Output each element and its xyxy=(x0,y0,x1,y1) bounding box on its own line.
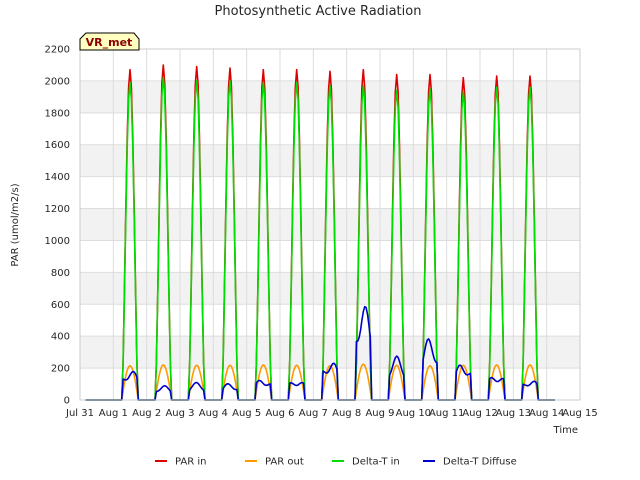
y-axis-label: PAR (umol/m2/s) xyxy=(10,183,21,266)
x-tick-label: Aug 4 xyxy=(199,408,228,419)
y-tick-label: 0 xyxy=(64,396,70,407)
site-label: VR_met xyxy=(86,36,133,49)
y-tick-label: 1400 xyxy=(45,172,70,183)
x-tick-label: Aug 8 xyxy=(332,408,361,419)
x-axis-ticks: Jul 31 Aug 1 Aug 2 Aug 3 Aug 4 Aug 5 Aug 6 Aug … xyxy=(65,408,598,419)
x-tick-label: Aug 14 xyxy=(529,408,564,419)
x-tick-label: Aug 7 xyxy=(299,408,328,419)
grid-band xyxy=(80,336,580,369)
legend-label: PAR in xyxy=(175,457,206,468)
x-tick-label: Aug 5 xyxy=(232,408,261,419)
x-tick-label: Jul 31 xyxy=(65,408,94,419)
y-tick-label: 2200 xyxy=(45,45,70,56)
chart-title: Photosynthetic Active Radiation xyxy=(215,4,422,19)
legend-label: Delta-T in xyxy=(352,457,400,468)
legend-label: PAR out xyxy=(265,457,304,468)
x-tick-label: Aug 11 xyxy=(429,408,464,419)
y-tick-label: 600 xyxy=(51,300,70,311)
x-tick-label: Aug 2 xyxy=(132,408,161,419)
x-tick-label: Aug 9 xyxy=(365,408,394,419)
legend-label: Delta-T Diffuse xyxy=(443,457,517,468)
y-tick-label: 1200 xyxy=(45,204,70,215)
grid-band xyxy=(80,144,580,177)
y-tick-label: 1000 xyxy=(45,236,70,247)
y-tick-label: 200 xyxy=(51,364,70,375)
x-tick-label: Aug 15 xyxy=(562,408,597,419)
y-tick-label: 800 xyxy=(51,268,70,279)
x-tick-label: Aug 13 xyxy=(496,408,531,419)
y-tick-label: 1800 xyxy=(45,108,70,119)
grid-band xyxy=(80,272,580,305)
y-tick-label: 2000 xyxy=(45,76,70,87)
plot-background-bands xyxy=(80,49,580,400)
site-label-box: VR_met xyxy=(79,32,140,51)
plot-frame xyxy=(79,48,581,401)
grid-band xyxy=(80,208,580,241)
x-axis-label: Time xyxy=(553,425,578,436)
y-axis-ticks: 0 200 400 600 800 1000 1200 1400 1600 1800 2000 220… xyxy=(45,45,70,407)
x-tick-label: Aug 3 xyxy=(165,408,194,419)
legend: PAR in PAR out Delta-T in Delta-T Diffuse xyxy=(155,457,517,468)
x-tick-label: Aug 6 xyxy=(265,408,294,419)
x-tick-label: Aug 1 xyxy=(99,408,128,419)
x-tick-label: Aug 10 xyxy=(396,408,431,419)
y-tick-label: 400 xyxy=(51,332,70,343)
x-tick-label: Aug 12 xyxy=(462,408,497,419)
y-tick-label: 1600 xyxy=(45,140,70,151)
